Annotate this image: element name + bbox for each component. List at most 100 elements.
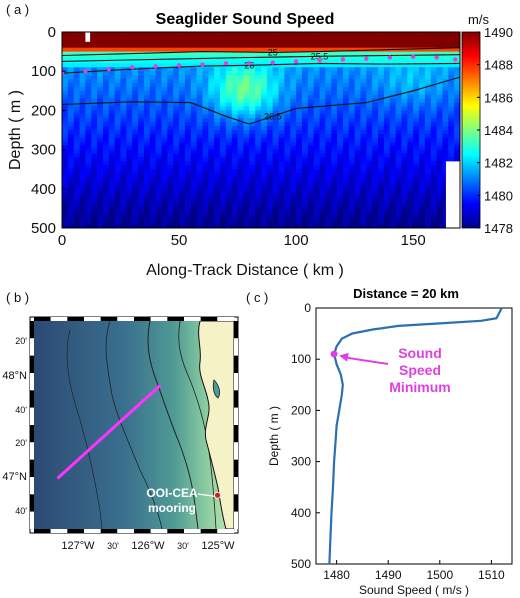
heatmap-cell bbox=[67, 102, 75, 107]
heatmap-cell bbox=[179, 216, 186, 221]
heatmap-cell bbox=[348, 75, 356, 80]
heatmap-cell bbox=[179, 169, 186, 174]
heatmap-cell bbox=[454, 122, 460, 127]
heatmap-cell bbox=[132, 32, 139, 37]
heatmap-cell bbox=[307, 184, 315, 190]
minimum-marker bbox=[130, 65, 135, 70]
heatmap-cell bbox=[73, 204, 80, 209]
heatmap-cell bbox=[167, 98, 174, 103]
heatmap-cell bbox=[91, 114, 98, 119]
heatmap-cell bbox=[249, 106, 256, 111]
heatmap-cell bbox=[167, 106, 174, 111]
heatmap-cell bbox=[266, 63, 274, 68]
heatmap-cell bbox=[155, 130, 162, 135]
heatmap-cell bbox=[196, 220, 203, 225]
heatmap-cell bbox=[196, 39, 203, 45]
heatmap-cell bbox=[372, 200, 379, 205]
heatmap-cell bbox=[184, 86, 192, 92]
heatmap-cell bbox=[266, 122, 274, 127]
heatmap-cell bbox=[284, 141, 291, 147]
heatmap-cell bbox=[167, 180, 174, 186]
heatmap-cell bbox=[389, 157, 397, 162]
heatmap-cell bbox=[231, 188, 238, 194]
heatmap-cell bbox=[319, 59, 326, 64]
heatmap-cell bbox=[149, 165, 157, 170]
heatmap-cell bbox=[190, 153, 198, 158]
heatmap-cell bbox=[184, 208, 192, 213]
heatmap-cell bbox=[407, 216, 414, 221]
heatmap-cell bbox=[114, 79, 121, 84]
heatmap-cell bbox=[331, 130, 338, 135]
heatmap-cell bbox=[143, 90, 151, 96]
frame-segment bbox=[134, 317, 151, 321]
heatmap-cell bbox=[296, 47, 303, 52]
heatmap-cell bbox=[325, 59, 332, 64]
minimum-marker bbox=[270, 60, 275, 65]
heatmap-cell bbox=[225, 177, 233, 182]
heatmap-cell bbox=[196, 137, 203, 143]
heatmap-cell bbox=[383, 196, 391, 201]
heatmap-cell bbox=[272, 157, 279, 162]
heatmap-cell bbox=[231, 110, 238, 115]
heatmap-cell bbox=[272, 133, 279, 139]
heatmap-cell bbox=[108, 43, 116, 49]
frame-segment bbox=[217, 529, 234, 533]
panel-a-label: ( a ) bbox=[6, 2, 29, 17]
heatmap-cell bbox=[120, 94, 127, 100]
heatmap-cell bbox=[395, 114, 402, 119]
heatmap-cell bbox=[225, 153, 233, 158]
heatmap-cell bbox=[278, 180, 285, 186]
heatmap-cell bbox=[102, 98, 110, 103]
heatmap-cell bbox=[430, 145, 437, 150]
frame-segment bbox=[234, 442, 238, 460]
heatmap-cell bbox=[91, 208, 98, 213]
heatmap-cell bbox=[62, 173, 69, 178]
heatmap-cell bbox=[120, 196, 127, 201]
heatmap-cell bbox=[143, 47, 151, 52]
heatmap-cell bbox=[413, 180, 420, 186]
heatmap-cell bbox=[202, 71, 209, 76]
heatmap-cell bbox=[442, 208, 449, 213]
heatmap-cell bbox=[337, 75, 344, 80]
heatmap-cell bbox=[395, 184, 402, 190]
heatmap-cell bbox=[383, 114, 391, 119]
heatmap-cell bbox=[301, 63, 309, 68]
heatmap-cell bbox=[395, 169, 402, 174]
heatmap-cell bbox=[102, 47, 110, 52]
heatmap-cell bbox=[243, 165, 250, 170]
heatmap-cell bbox=[114, 55, 121, 60]
heatmap-cell bbox=[442, 39, 449, 45]
heatmap-cell bbox=[313, 86, 320, 92]
heatmap-cell bbox=[214, 173, 221, 178]
heatmap-cell bbox=[389, 200, 397, 205]
heatmap-cell bbox=[261, 102, 268, 107]
heatmap-cell bbox=[290, 188, 297, 194]
heatmap-cell bbox=[202, 177, 209, 182]
heatmap-cell bbox=[202, 39, 209, 45]
heatmap-cell bbox=[97, 75, 104, 80]
frame-segment bbox=[200, 317, 218, 321]
heatmap-cell bbox=[395, 216, 402, 221]
heatmap-cell bbox=[161, 145, 168, 150]
heatmap-cell bbox=[231, 141, 238, 147]
heatmap-cell bbox=[284, 165, 291, 170]
heatmap-cell bbox=[138, 39, 145, 45]
heatmap-cell bbox=[360, 122, 367, 127]
heatmap-cell bbox=[237, 133, 244, 139]
heatmap-cell bbox=[360, 149, 367, 154]
heatmap-cell bbox=[354, 180, 361, 186]
heatmap-cell bbox=[266, 32, 274, 37]
heatmap-cell bbox=[430, 184, 437, 190]
heatmap-cell bbox=[301, 224, 309, 228]
heatmap-cell bbox=[220, 39, 227, 45]
heatmap-cell bbox=[389, 141, 397, 147]
heatmap-cell bbox=[243, 200, 250, 205]
heatmap-cell bbox=[319, 208, 326, 213]
heatmap-cell bbox=[272, 51, 279, 56]
heatmap-cell bbox=[120, 177, 127, 182]
heatmap-cell bbox=[155, 106, 162, 111]
heatmap-cell bbox=[155, 184, 162, 190]
heatmap-cell bbox=[179, 192, 186, 198]
heatmap-cell bbox=[301, 133, 309, 139]
heatmap-cell bbox=[419, 165, 426, 170]
